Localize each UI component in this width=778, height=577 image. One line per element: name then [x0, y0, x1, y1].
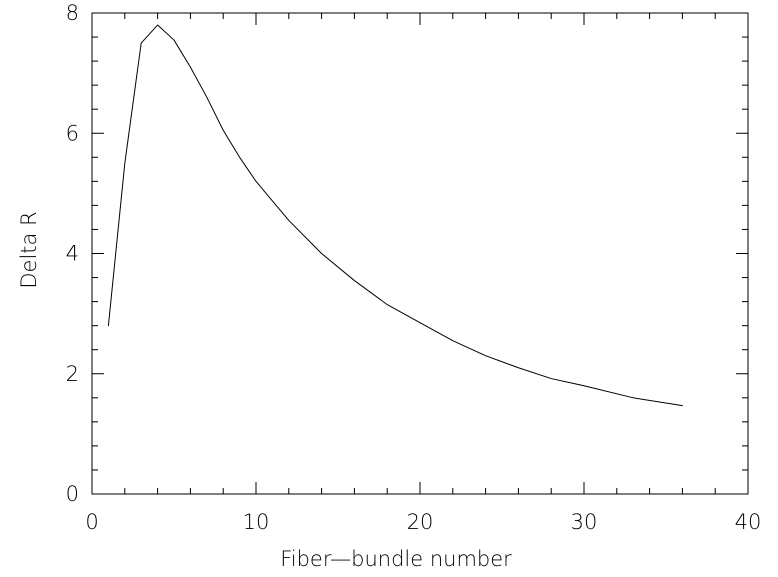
x-tick-label: 20 — [407, 510, 434, 534]
y-axis-tick-labels: 0 2 4 6 8 — [66, 1, 79, 506]
y-tick-label: 4 — [66, 242, 79, 266]
x-tick-label: 10 — [243, 510, 270, 534]
series-layer — [107, 24, 683, 407]
y-axis-ticks — [92, 12, 748, 495]
x-axis-ticks — [91, 13, 749, 494]
y-tick-label: 2 — [66, 362, 79, 386]
y-tick-label: 0 — [66, 482, 79, 506]
x-tick-label: 40 — [735, 510, 762, 534]
x-axis-tick-labels: 0 10 20 30 40 — [85, 510, 761, 534]
x-tick-label: 30 — [571, 510, 598, 534]
x-axis-label: Fiber—bundle number — [280, 547, 512, 571]
y-tick-label: 6 — [66, 121, 79, 145]
y-axis-label: Delta R — [17, 211, 41, 288]
y-tick-label: 8 — [66, 1, 79, 25]
series-1-line — [107, 24, 683, 407]
x-tick-label: 0 — [85, 510, 98, 534]
